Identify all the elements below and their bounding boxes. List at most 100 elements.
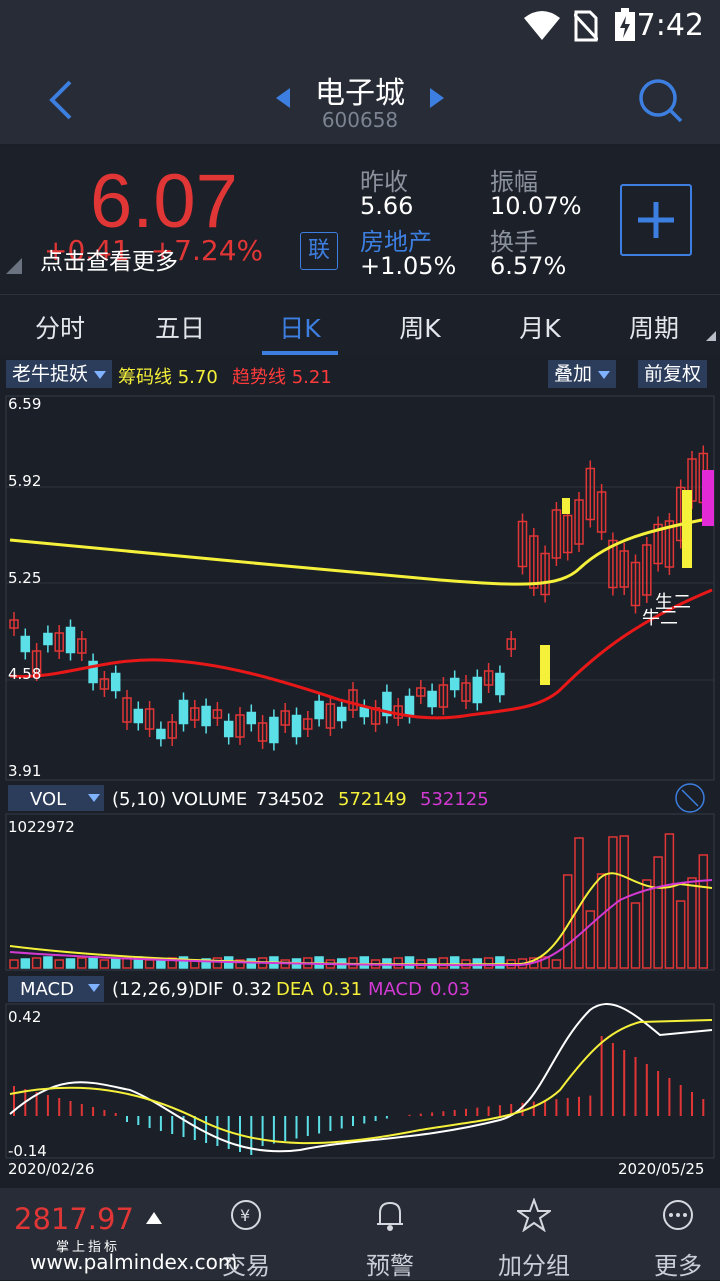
candle-body xyxy=(269,716,279,744)
dea-line xyxy=(9,1019,713,1145)
adjust-button[interactable]: 前复权 xyxy=(638,360,708,388)
macd-select-bg[interactable] xyxy=(8,976,104,1002)
candle-body xyxy=(608,539,618,589)
chevron-down-icon xyxy=(94,370,107,379)
vol-select[interactable]: VOL xyxy=(30,789,66,810)
dif-line xyxy=(9,1003,713,1153)
search-icon[interactable] xyxy=(636,76,684,124)
plus-icon xyxy=(638,202,674,238)
tab-monthly-k[interactable]: 月K xyxy=(519,314,561,343)
volume-bar xyxy=(88,956,98,969)
more-info-tip[interactable]: 点击查看更多 xyxy=(40,249,178,275)
period-tabs: 分时 五日 日K 周K 月K 周期 xyxy=(0,294,720,355)
chip-line-label: 筹码线 5.70 xyxy=(118,367,218,388)
chevron-down-icon xyxy=(598,370,611,379)
active-tab-indicator xyxy=(262,351,338,355)
price-axis-min: 3.91 xyxy=(8,762,41,780)
volume-bar xyxy=(144,959,155,969)
candle-body xyxy=(664,520,675,568)
vol-select-bg[interactable] xyxy=(8,785,104,811)
next-stock-icon[interactable] xyxy=(426,86,446,110)
volume-bar xyxy=(212,957,223,969)
candle-body xyxy=(348,689,358,711)
candlestick-layer xyxy=(9,445,714,751)
candle-body xyxy=(144,708,155,730)
star-icon xyxy=(517,1198,551,1232)
trend-line-label: 趋势线 5.21 xyxy=(232,367,332,388)
related-button[interactable]: 联 xyxy=(300,232,338,270)
nav-more-label: 更多 xyxy=(654,1252,702,1280)
candle-body xyxy=(506,638,516,650)
quote-panel[interactable]: 6.07 +0.41 +7.24% 点击查看更多 联 昨收 5.66 房地产 +… xyxy=(0,146,720,292)
price-change: +0.41 xyxy=(44,234,130,267)
tab-daily-k[interactable]: 日K xyxy=(279,314,321,343)
period-dropdown-icon xyxy=(706,331,716,341)
fullscreen-icon[interactable] xyxy=(675,783,705,813)
indicator-bar: 老牛捉妖 筹码线 5.70 趋势线 5.21 叠加 前复权 xyxy=(0,356,720,392)
index-value[interactable]: 2817.97 xyxy=(14,1202,134,1236)
bottom-nav: 2817.97 掌上指标 ¥ 交易 预警 加分组 更多 xyxy=(0,1188,720,1280)
battery-charging-icon xyxy=(615,8,635,41)
prev-stock-icon[interactable] xyxy=(274,86,294,110)
trade-icon: ¥ xyxy=(231,1200,261,1230)
index-expand-icon[interactable] xyxy=(146,1212,162,1224)
bell-icon xyxy=(377,1201,403,1231)
volume-bar xyxy=(449,956,460,969)
kline-chart[interactable]: 6.59 5.92 5.25 4.58 3.91 生二 牛二 VOL (5,10… xyxy=(0,390,720,1186)
candle-body xyxy=(167,721,177,739)
volume-bar xyxy=(687,877,697,969)
volume-bar xyxy=(65,958,76,969)
candle-body xyxy=(43,632,53,646)
candle-body xyxy=(133,708,144,724)
price-axis-max: 6.59 xyxy=(8,395,41,413)
candle-body xyxy=(461,682,471,702)
tab-intraday[interactable]: 分时 xyxy=(34,314,85,343)
back-icon[interactable] xyxy=(44,78,84,122)
annotation-niu: 牛二 xyxy=(642,608,678,629)
main-indicator-label: 老牛捉妖 xyxy=(12,363,89,385)
price-change-pct: +7.24% xyxy=(150,234,264,267)
amplitude-label: 振幅 xyxy=(490,168,538,196)
volume-bar xyxy=(235,959,245,969)
candle-body xyxy=(619,550,629,588)
volume-bar xyxy=(653,856,663,969)
stock-name: 电子城 xyxy=(315,76,405,111)
candle-body xyxy=(178,699,189,725)
candle-body xyxy=(517,520,528,568)
macd-value: 0.03 xyxy=(430,979,470,1000)
sector-label[interactable]: 房地产 xyxy=(360,228,432,256)
macd-axis-max: 0.42 xyxy=(8,1008,41,1026)
volume-bar xyxy=(20,958,31,969)
main-indicator-select[interactable]: 老牛捉妖 xyxy=(6,360,113,388)
candle-body xyxy=(596,491,607,533)
volume-bar xyxy=(675,900,686,969)
annotation-sheng: 生二 xyxy=(655,592,691,613)
vol-ma10-line xyxy=(9,879,713,967)
tab-five-day[interactable]: 五日 xyxy=(154,314,205,343)
volume-bar xyxy=(483,957,494,969)
macd-select[interactable]: MACD xyxy=(20,979,74,1000)
candle-body xyxy=(190,707,200,721)
clock: 7:42 xyxy=(636,8,704,43)
tab-period[interactable]: 周期 xyxy=(628,314,679,343)
vol-axis-max: 1022972 xyxy=(8,818,75,836)
candle-body xyxy=(99,678,110,690)
candle-body xyxy=(416,687,426,697)
candle-body xyxy=(540,552,550,596)
volume-bar xyxy=(54,959,64,969)
tab-weekly-k[interactable]: 周K xyxy=(399,314,441,343)
candle-body xyxy=(585,467,596,521)
overlay-select[interactable]: 叠加 xyxy=(548,360,617,388)
volume-layer xyxy=(9,833,713,969)
signal-candle xyxy=(562,498,570,514)
price-change-row: +0.41 +7.24% xyxy=(44,234,263,267)
date-end: 2020/05/25 xyxy=(618,1160,704,1178)
volume-bar xyxy=(574,837,584,969)
add-watchlist-button[interactable] xyxy=(620,184,692,256)
watermark: www.palmindex.com xyxy=(30,1250,238,1274)
candle-body xyxy=(630,561,641,607)
candle-body xyxy=(246,711,257,725)
signal-candle xyxy=(540,645,550,685)
volume-bar xyxy=(201,958,211,969)
dea-label: DEA xyxy=(276,979,314,1000)
